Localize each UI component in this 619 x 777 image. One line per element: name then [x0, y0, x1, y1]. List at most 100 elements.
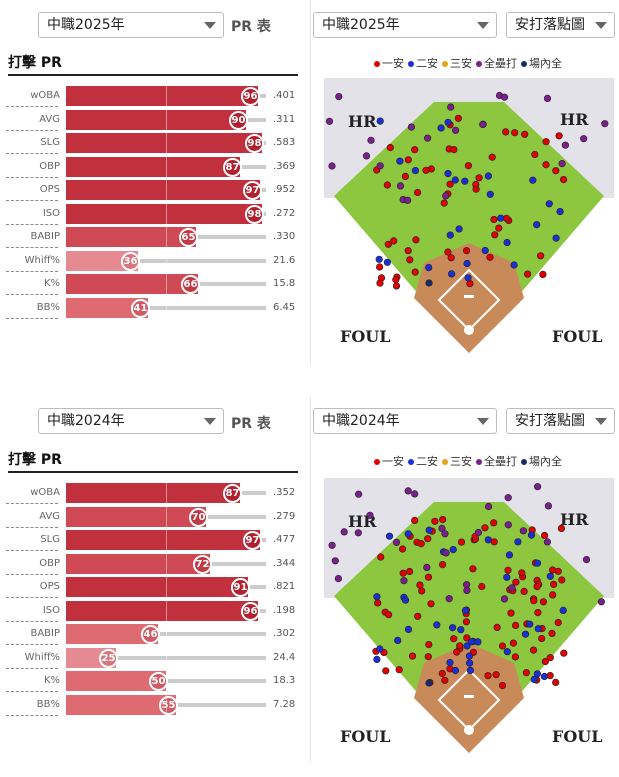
stat-value: 7.28: [273, 698, 296, 710]
season-select[interactable]: 中職2025年: [38, 12, 224, 38]
hit-dot: [446, 180, 454, 188]
pr-badge: 97: [243, 181, 262, 200]
chart-type-select[interactable]: 安打落點圖: [506, 408, 615, 434]
pr-badge: 55: [159, 695, 178, 715]
outfield-stands: [324, 478, 614, 598]
pr-badge: 97: [243, 531, 262, 550]
hit-dot: [543, 94, 552, 103]
hit-dot: [446, 659, 454, 667]
chevron-down-icon: [595, 418, 607, 425]
hit-dot: [375, 255, 383, 263]
batting-pr-title: 打擊 PR: [8, 452, 62, 468]
hit-dot: [527, 531, 536, 539]
chevron-down-icon: [204, 418, 216, 425]
hit-dot: [442, 192, 450, 200]
pr-bar-fill: [66, 694, 176, 715]
base-paths: [437, 268, 501, 332]
pr-badge-value: 50: [151, 674, 166, 689]
pr-badge: 65: [179, 228, 198, 247]
stat-row: SLG 97 .477: [0, 530, 300, 551]
chart-type-select-value: 安打落點圖: [515, 413, 585, 429]
hit-dot: [552, 234, 560, 242]
stat-row: BABIP 65 .330: [0, 227, 300, 248]
pr-badge: 91: [231, 578, 250, 597]
hit-dot: [534, 609, 542, 617]
pr-badge-value: 41: [133, 300, 148, 316]
season-select[interactable]: 中職2024年: [38, 408, 224, 434]
hit-dot: [597, 598, 606, 606]
hit-dot: [463, 259, 471, 268]
hit-dot: [427, 600, 435, 608]
hit-dot: [491, 231, 499, 239]
pr-badge-value: 90: [231, 112, 246, 128]
hit-dot: [472, 185, 480, 193]
legend-label: 三安: [450, 57, 472, 70]
season-select-value: 中職2025年: [47, 17, 125, 33]
hit-dot: [546, 654, 554, 662]
hit-dot: [446, 231, 454, 239]
hit-dot: [445, 595, 453, 603]
foul-label-right: FOUL: [552, 327, 603, 346]
stat-label: OBP: [39, 557, 60, 569]
hit-dot: [451, 176, 459, 184]
hit-dot: [558, 159, 566, 168]
hit-dot: [425, 264, 433, 272]
hit-dot: [481, 246, 489, 255]
stat-row: BABIP 46 .302: [0, 624, 300, 645]
hit-dot: [555, 132, 563, 140]
spray-season-select[interactable]: 中職2025年: [313, 12, 497, 38]
hit-dot: [424, 573, 433, 581]
pr-badge: 87: [223, 157, 242, 177]
stat-row: SLG 98 .583: [0, 133, 300, 154]
hit-dot: [529, 646, 538, 654]
stat-value: .583: [273, 137, 296, 148]
chart-type-select[interactable]: 安打落點圖: [506, 12, 615, 38]
hit-dot: [438, 560, 447, 569]
hit-dot: [484, 536, 492, 544]
hit-dot: [539, 598, 547, 606]
pr-bar-fill: [66, 553, 210, 574]
hit-dot: [552, 678, 560, 686]
row-divider: [6, 176, 58, 178]
hit-dot: [376, 117, 384, 125]
hit-dot: [497, 214, 505, 222]
stat-label: ISO: [42, 604, 60, 616]
stat-row: OBP 72 .344: [0, 553, 300, 575]
hit-dot: [507, 609, 515, 617]
hit-dot: [457, 626, 465, 634]
hit-dot: [463, 586, 471, 594]
hit-dot: [548, 629, 556, 637]
stat-value: .272: [273, 207, 296, 219]
hit-dot: [376, 645, 384, 653]
pr-50-gridline: [166, 483, 167, 718]
hit-dot: [384, 240, 392, 248]
hit-dot: [385, 532, 394, 540]
hit-dot: [534, 483, 542, 491]
hit-dot: [462, 618, 470, 626]
panel-divider: [310, 0, 311, 365]
hit-dot: [456, 642, 464, 650]
pr-badge-value: 66: [183, 277, 198, 292]
hit-dot: [407, 123, 415, 131]
hit-dot: [425, 679, 433, 687]
hit-dot: [502, 128, 510, 136]
hit-dot: [503, 648, 511, 656]
stat-row: wOBA 87 .352: [0, 483, 300, 504]
hit-dot: [437, 124, 445, 132]
spray-season-select[interactable]: 中職2024年: [313, 408, 497, 434]
hit-dot: [543, 538, 551, 546]
hit-dot: [444, 248, 452, 256]
hit-dot: [455, 225, 463, 233]
hit-dot: [401, 596, 410, 604]
stat-row: BB% 55 7.28: [0, 694, 300, 716]
hit-dot: [438, 669, 446, 678]
stat-row: wOBA 96 .401: [0, 86, 300, 107]
hit-dot: [560, 649, 568, 657]
pr-badge-value: 96: [243, 89, 258, 104]
hit-dot: [383, 258, 392, 266]
hit-dot: [413, 188, 422, 197]
hit-dot: [444, 169, 452, 178]
hit-dot: [354, 490, 363, 498]
hit-dot: [340, 528, 348, 536]
